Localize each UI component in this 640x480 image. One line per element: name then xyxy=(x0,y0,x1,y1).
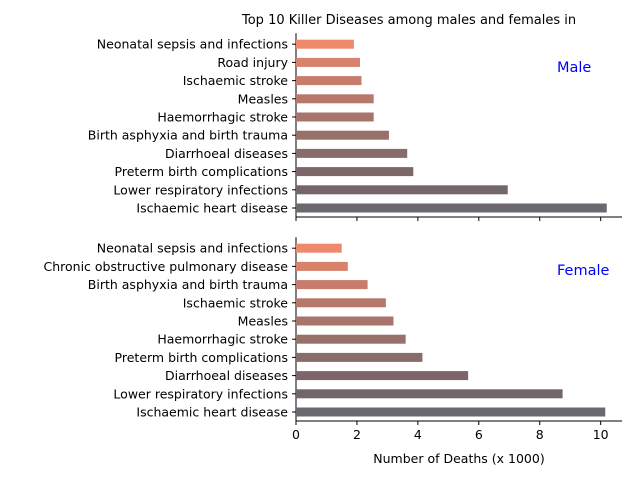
category-label-male: Neonatal sepsis and infections xyxy=(97,37,288,52)
bar-male xyxy=(296,185,508,195)
category-label-female: Birth asphyxia and birth trauma xyxy=(88,277,288,292)
category-label-male: Diarrhoeal diseases xyxy=(165,146,288,161)
bar-male xyxy=(296,76,362,86)
bar-male xyxy=(296,167,414,177)
bar-male xyxy=(296,39,354,49)
bar-female xyxy=(296,280,368,290)
x-tick-label: 6 xyxy=(475,427,483,442)
category-label-female: Chronic obstructive pulmonary disease xyxy=(44,259,289,274)
bar-female xyxy=(296,371,469,381)
x-tick-label: 10 xyxy=(593,427,609,442)
category-label-female: Measles xyxy=(238,314,288,329)
category-label-male: Birth asphyxia and birth trauma xyxy=(88,128,288,143)
bar-male xyxy=(296,130,389,140)
plot-layer: Ischaemic heart disease Lower respiratory… xyxy=(44,33,622,442)
bar-female xyxy=(296,243,342,253)
category-label-female: Preterm birth complications xyxy=(115,350,288,365)
category-label-female: Ischaemic stroke xyxy=(183,295,289,310)
category-label-female: Lower respiratory infections xyxy=(113,386,288,401)
category-label-female: Neonatal sepsis and infections xyxy=(97,241,288,256)
category-label-male: Preterm birth complications xyxy=(115,164,288,179)
bar-female xyxy=(296,298,386,308)
bar-male xyxy=(296,94,374,104)
bar-female xyxy=(296,352,423,362)
category-label-male: Measles xyxy=(238,91,288,106)
bar-male xyxy=(296,57,360,67)
category-label-female: Diarrhoeal diseases xyxy=(165,368,288,383)
category-label-male: Lower respiratory infections xyxy=(113,182,288,197)
x-tick-label: 4 xyxy=(414,427,422,442)
chart-title: Top 10 Killer Diseases among males and f… xyxy=(241,13,576,28)
category-label-male: Ischaemic stroke xyxy=(183,73,289,88)
category-label-male: Haemorrhagic stroke xyxy=(157,110,288,125)
bar-male xyxy=(296,148,408,158)
bar-female xyxy=(296,407,606,417)
panel-label-female: Female xyxy=(557,263,610,279)
category-label-male: Ischaemic heart disease xyxy=(136,201,288,216)
bar-female xyxy=(296,389,563,399)
x-axis-title: Number of Deaths (x 1000) xyxy=(373,451,544,466)
x-tick-label: 8 xyxy=(536,427,544,442)
panel-label-male: Male xyxy=(557,60,591,76)
bar-male xyxy=(296,203,607,213)
category-label-female: Ischaemic heart disease xyxy=(136,405,288,420)
category-label-male: Road injury xyxy=(217,55,288,70)
bar-female xyxy=(296,261,348,271)
bar-male xyxy=(296,112,374,122)
x-tick-label: 0 xyxy=(292,427,300,442)
bar-female xyxy=(296,316,394,326)
category-label-female: Haemorrhagic stroke xyxy=(157,332,288,347)
x-tick-label: 2 xyxy=(353,427,361,442)
bar-female xyxy=(296,334,406,344)
